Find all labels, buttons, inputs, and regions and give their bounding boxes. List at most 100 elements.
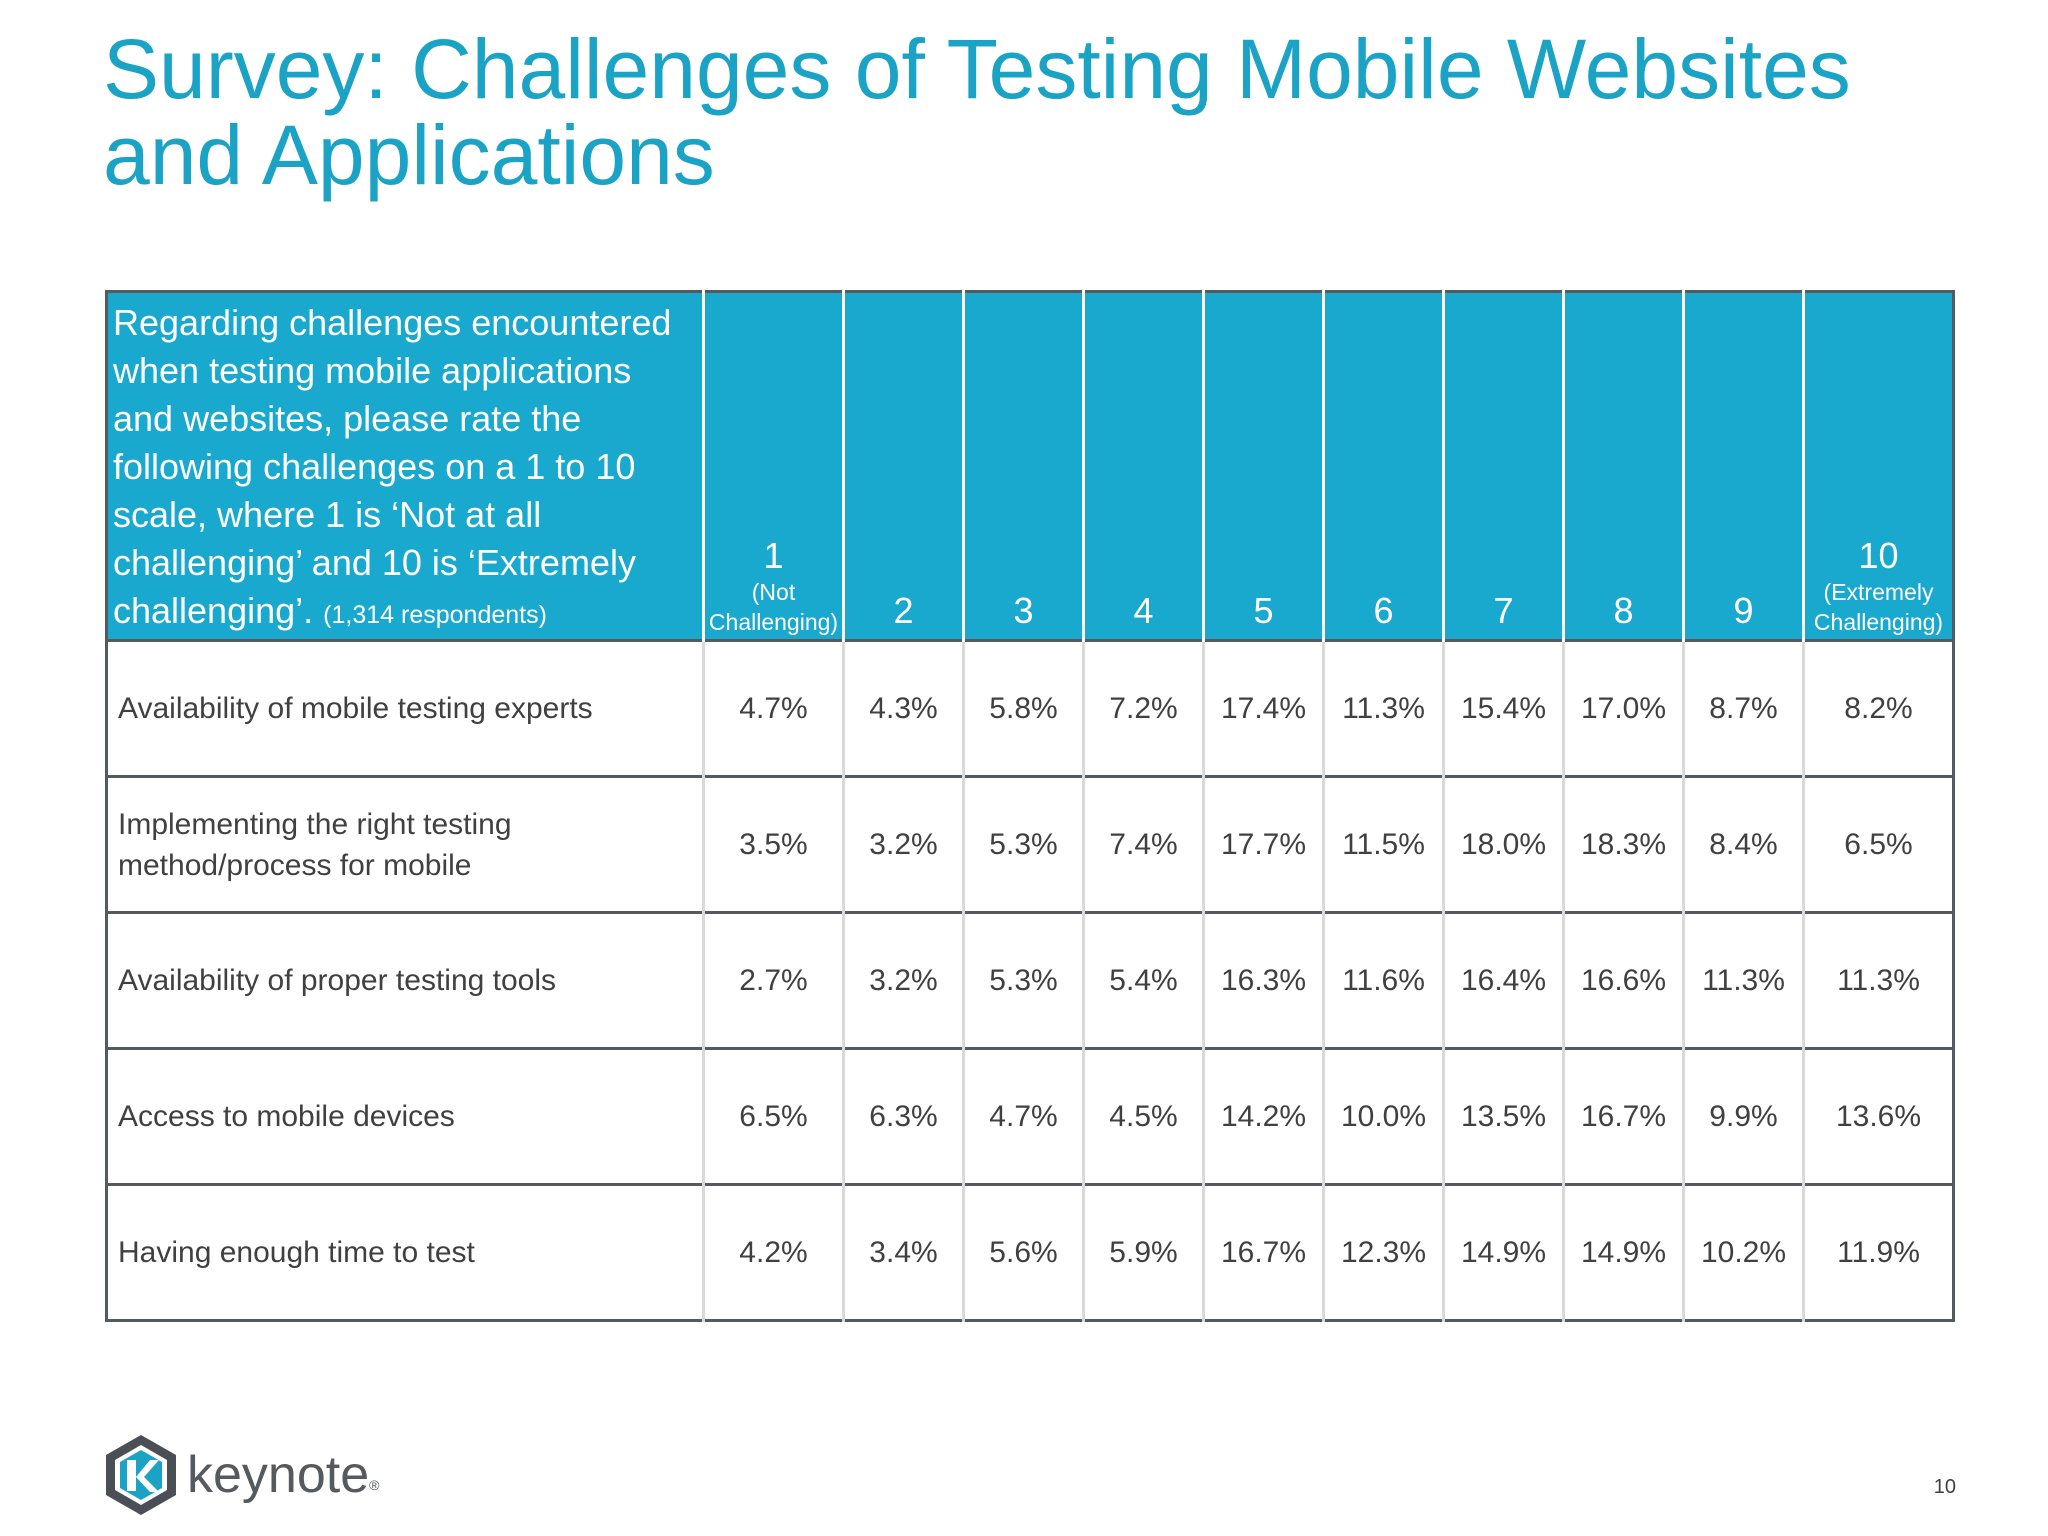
row-label-line: Access to mobile devices bbox=[118, 1100, 455, 1133]
percentage-cell: 5.9% bbox=[1082, 1183, 1204, 1321]
percentage-cell: 6.5% bbox=[702, 1047, 844, 1185]
level-caption: Challenging) bbox=[1813, 609, 1944, 635]
percentage-cell: 2.7% bbox=[702, 911, 844, 1049]
row-label: Implementing the right testing method/pro… bbox=[106, 775, 704, 913]
percentage-cell: 9.9% bbox=[1682, 1047, 1804, 1185]
percentage-cell: 7.4% bbox=[1082, 775, 1204, 913]
keynote-logo-icon bbox=[103, 1432, 179, 1518]
percentage-cell: 5.8% bbox=[962, 639, 1084, 777]
level-header: 3 bbox=[963, 291, 1085, 641]
level-number: 7 bbox=[1493, 590, 1514, 631]
percentage-cell: 3.2% bbox=[842, 911, 964, 1049]
level-number: 8 bbox=[1613, 590, 1634, 631]
percentage-cell: 11.3% bbox=[1322, 639, 1444, 777]
percentage-cell: 3.5% bbox=[702, 775, 844, 913]
percentage-cell: 10.0% bbox=[1322, 1047, 1444, 1185]
percentage-cell: 6.3% bbox=[842, 1047, 964, 1185]
percentage-cell: 11.9% bbox=[1802, 1183, 1954, 1321]
level-number: 5 bbox=[1253, 590, 1274, 631]
level-caption: (Not bbox=[751, 579, 796, 605]
percentage-cell: 11.6% bbox=[1322, 911, 1444, 1049]
percentage-cell: 11.5% bbox=[1322, 775, 1444, 913]
percentage-cell: 13.6% bbox=[1802, 1047, 1954, 1185]
percentage-cell: 11.3% bbox=[1802, 911, 1954, 1049]
percentage-cell: 4.7% bbox=[702, 639, 844, 777]
row-label-line: Availability of proper testing tools bbox=[118, 964, 557, 997]
percentage-cell: 16.7% bbox=[1562, 1047, 1684, 1185]
level-header: 10 (Extremely Challenging) bbox=[1803, 291, 1954, 641]
level-number: 9 bbox=[1733, 590, 1754, 631]
level-header: 1 (Not Challenging) bbox=[703, 291, 845, 641]
table-row: Access to mobile devices 6.5% 6.3% 4.7% 4.5%… bbox=[106, 1047, 1954, 1185]
percentage-cell: 13.5% bbox=[1442, 1047, 1564, 1185]
page-number: 10 bbox=[1933, 1476, 1956, 1498]
percentage-cell: 5.6% bbox=[962, 1183, 1084, 1321]
row-label: Access to mobile devices bbox=[106, 1047, 704, 1185]
percentage-cell: 14.9% bbox=[1562, 1183, 1684, 1321]
percentage-cell: 3.4% bbox=[842, 1183, 964, 1321]
percentage-cell: 5.3% bbox=[962, 911, 1084, 1049]
level-number: 1 bbox=[763, 535, 784, 576]
level-number: 3 bbox=[1013, 590, 1034, 631]
percentage-cell: 7.2% bbox=[1082, 639, 1204, 777]
percentage-cell: 4.7% bbox=[962, 1047, 1084, 1185]
percentage-cell: 5.3% bbox=[962, 775, 1084, 913]
row-label: Availability of proper testing tools bbox=[106, 911, 704, 1049]
keynote-wordmark: keynote bbox=[187, 1446, 370, 1504]
table-row: Availability of proper testing tools 2.7%… bbox=[106, 911, 1954, 1049]
percentage-cell: 16.7% bbox=[1202, 1183, 1324, 1321]
table-row: Having enough time to test 4.2% 3.4% 5.6% 5.… bbox=[106, 1183, 1954, 1321]
percentage-cell: 18.0% bbox=[1442, 775, 1564, 913]
level-caption: Challenging) bbox=[708, 609, 839, 635]
table-header-row: Regarding challenges encountered when te… bbox=[106, 291, 1954, 641]
respondent-count: (1,314 respondents) bbox=[323, 601, 547, 629]
percentage-cell: 14.2% bbox=[1202, 1047, 1324, 1185]
slide-title: Survey: Challenges of Testing Mobile Web… bbox=[103, 22, 1851, 202]
level-header: 4 bbox=[1083, 291, 1205, 641]
percentage-cell: 18.3% bbox=[1562, 775, 1684, 913]
percentage-cell: 14.9% bbox=[1442, 1183, 1564, 1321]
percentage-cell: 16.3% bbox=[1202, 911, 1324, 1049]
percentage-cell: 10.2% bbox=[1682, 1183, 1804, 1321]
question-text: Regarding challenges encountered when te… bbox=[113, 302, 672, 631]
level-header: 5 bbox=[1203, 291, 1325, 641]
percentage-cell: 6.5% bbox=[1802, 775, 1954, 913]
percentage-cell: 16.6% bbox=[1562, 911, 1684, 1049]
percentage-cell: 17.4% bbox=[1202, 639, 1324, 777]
registered-mark: ® bbox=[369, 1477, 380, 1493]
row-label-line: Availability of mobile testing experts bbox=[118, 692, 593, 725]
survey-table: Regarding challenges encountered when te… bbox=[105, 290, 1955, 1322]
table-row: Availability of mobile testing experts 4.… bbox=[106, 639, 1954, 777]
percentage-cell: 8.2% bbox=[1802, 639, 1954, 777]
percentage-cell: 11.3% bbox=[1682, 911, 1804, 1049]
percentage-cell: 3.2% bbox=[842, 775, 964, 913]
survey-question: Regarding challenges encountered when te… bbox=[106, 291, 705, 641]
percentage-cell: 17.7% bbox=[1202, 775, 1324, 913]
row-label-line: method/process for mobile bbox=[118, 848, 472, 882]
level-number: 10 bbox=[1858, 535, 1899, 576]
row-label-line: Having enough time to test bbox=[118, 1236, 475, 1269]
percentage-cell: 4.3% bbox=[842, 639, 964, 777]
percentage-cell: 12.3% bbox=[1322, 1183, 1444, 1321]
level-header: 9 bbox=[1683, 291, 1805, 641]
level-header: 8 bbox=[1563, 291, 1685, 641]
level-number: 6 bbox=[1373, 590, 1394, 631]
row-label: Availability of mobile testing experts bbox=[106, 639, 704, 777]
percentage-cell: 15.4% bbox=[1442, 639, 1564, 777]
level-number: 2 bbox=[893, 590, 914, 631]
percentage-cell: 8.7% bbox=[1682, 639, 1804, 777]
table-body: Availability of mobile testing experts 4.… bbox=[106, 639, 1954, 1321]
level-caption: (Extremely bbox=[1823, 579, 1934, 605]
percentage-cell: 4.5% bbox=[1082, 1047, 1204, 1185]
percentage-cell: 16.4% bbox=[1442, 911, 1564, 1049]
row-label-line: Implementing the right testing bbox=[118, 807, 512, 841]
percentage-cell: 4.2% bbox=[702, 1183, 844, 1321]
level-header: 6 bbox=[1323, 291, 1445, 641]
percentage-cell: 17.0% bbox=[1562, 639, 1684, 777]
row-label: Having enough time to test bbox=[106, 1183, 704, 1321]
percentage-cell: 8.4% bbox=[1682, 775, 1804, 913]
table-row: Implementing the right testing method/pro… bbox=[106, 775, 1954, 913]
keynote-logo: keynote ® bbox=[103, 1432, 379, 1518]
level-number: 4 bbox=[1133, 590, 1154, 631]
level-header: 7 bbox=[1443, 291, 1565, 641]
